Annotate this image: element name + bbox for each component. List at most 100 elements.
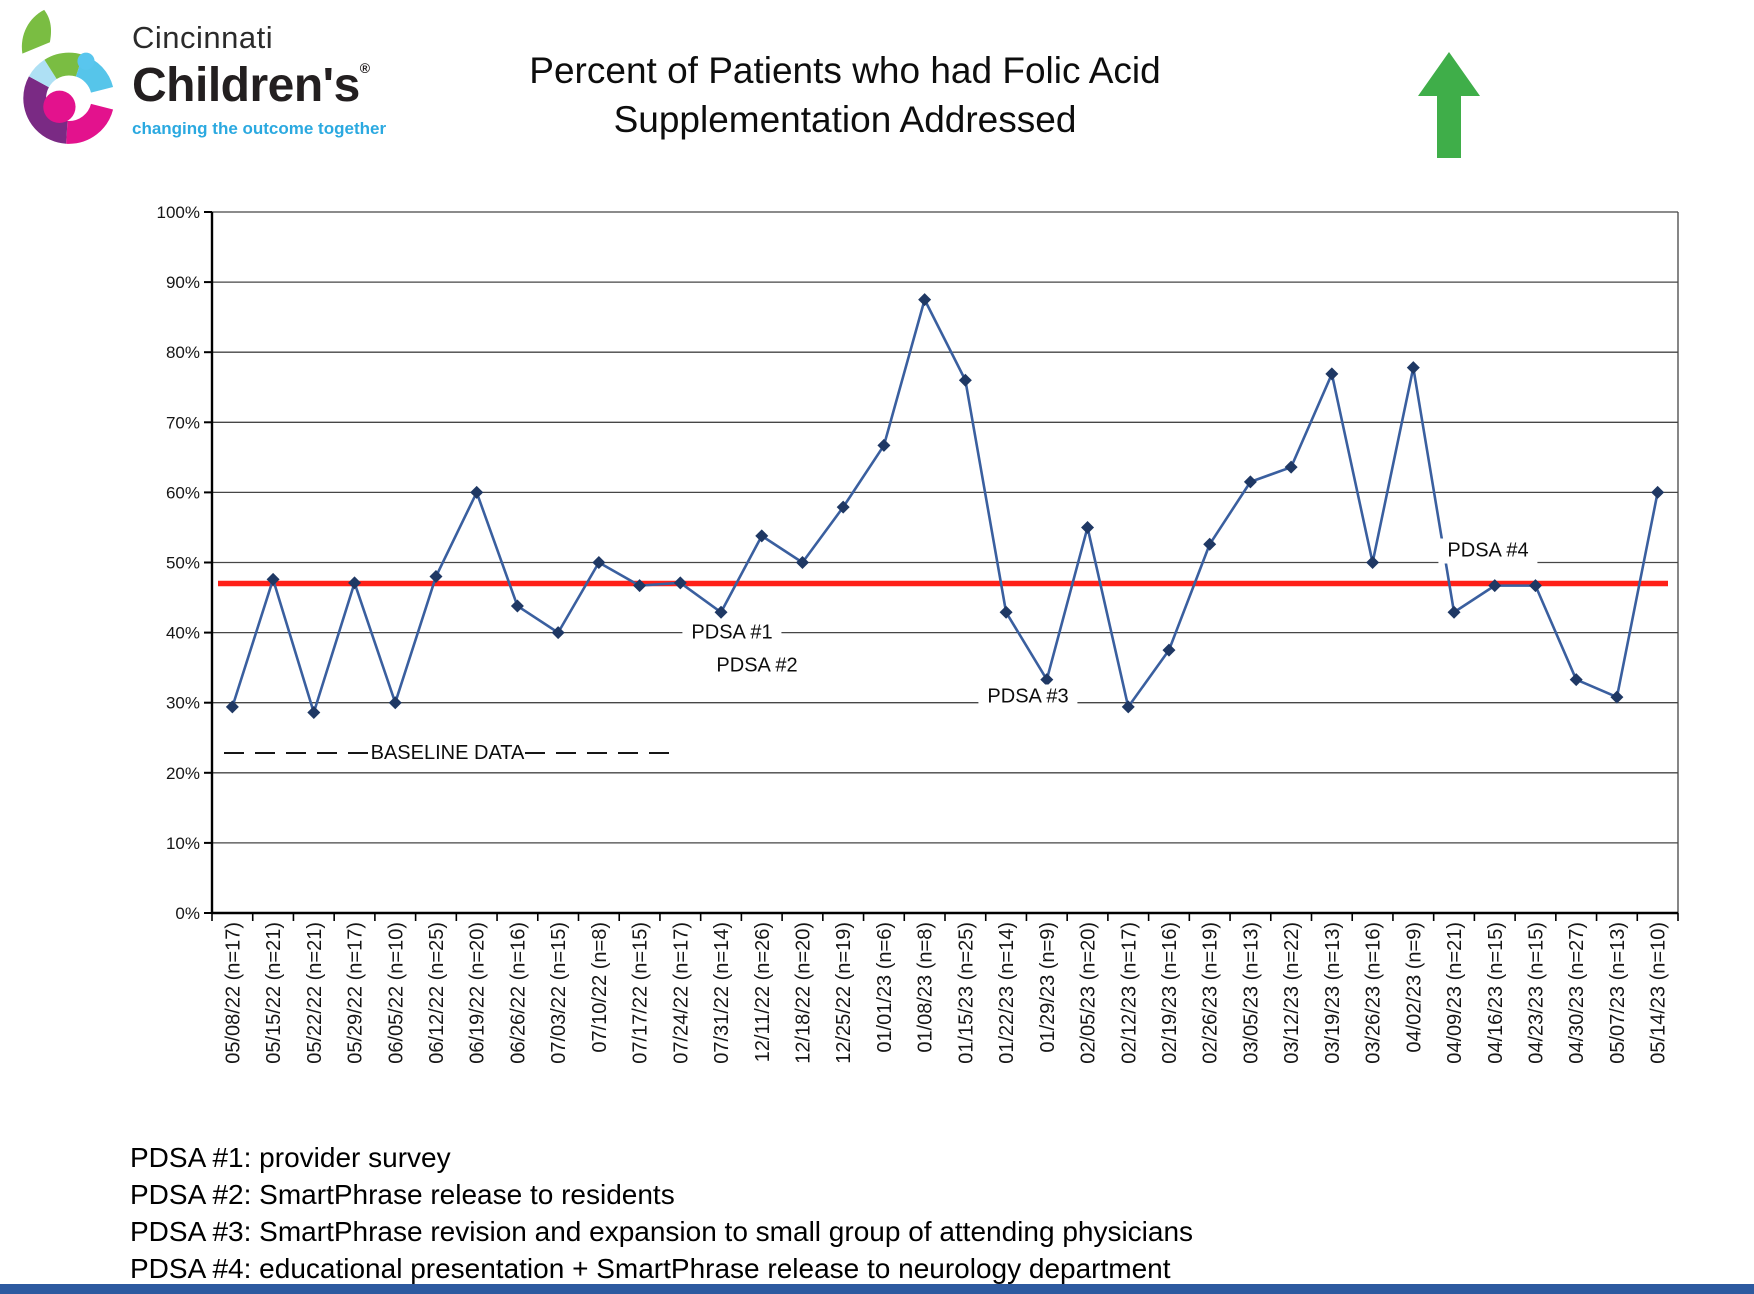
up-arrow-icon — [1418, 52, 1480, 158]
data-point-marker — [714, 605, 728, 619]
series-line — [231, 298, 1659, 714]
baseline-data-label: BASELINE DATA — [370, 741, 525, 764]
data-point-marker — [1488, 579, 1502, 593]
x-tick-label: 05/29/22 (n=17) — [345, 922, 367, 1064]
x-tick-label: 02/12/23 (n=17) — [1118, 922, 1140, 1064]
footnote-pdsa-3: PDSA #3: SmartPhrase revision and expans… — [130, 1216, 1194, 1247]
x-tick-label: 07/10/22 (n=8) — [589, 922, 611, 1053]
x-tick-label: 07/17/22 (n=15) — [630, 922, 652, 1064]
trend-direction-indicator — [1418, 52, 1480, 163]
x-tick-label: 01/08/23 (n=8) — [915, 922, 937, 1053]
x-tick-label: 03/12/23 (n=22) — [1281, 922, 1303, 1064]
logo-c-mark-icon — [21, 9, 115, 144]
data-point-marker — [1610, 690, 1624, 704]
chart-title: Percent of Patients who had Folic Acid S… — [420, 46, 1270, 144]
x-tick-label: 02/19/23 (n=16) — [1159, 922, 1181, 1064]
x-tick-label: 03/26/23 (n=16) — [1363, 922, 1385, 1064]
y-tick-label: 100% — [157, 203, 200, 222]
data-point-marker — [1121, 700, 1135, 714]
x-tick-label: 07/31/22 (n=14) — [711, 922, 733, 1064]
footnote-pdsa-1: PDSA #1: provider survey — [130, 1142, 451, 1173]
y-tick-label: 90% — [166, 273, 200, 292]
data-point-marker — [1366, 556, 1380, 569]
x-tick-label: 05/22/22 (n=21) — [304, 922, 326, 1064]
data-point-marker — [1325, 367, 1339, 381]
y-tick-label: 50% — [166, 554, 200, 573]
data-point-marker — [1162, 643, 1176, 657]
x-tick-label: 06/05/22 (n=10) — [385, 922, 407, 1064]
data-point-marker — [470, 485, 484, 499]
x-tick-label: 06/12/22 (n=25) — [426, 922, 448, 1064]
x-tick-label: 03/05/23 (n=13) — [1240, 922, 1262, 1064]
data-point-marker — [1243, 475, 1257, 489]
baseline-data-annotation: BASELINE DATA — [224, 742, 671, 764]
annotation-pdsa-3: PDSA #3 — [978, 684, 1078, 710]
x-tick-label: 05/14/23 (n=10) — [1648, 922, 1670, 1064]
y-tick-label: 60% — [166, 483, 200, 502]
annotation-pdsa-2: PDSA #2 — [707, 653, 807, 679]
y-tick-label: 20% — [166, 764, 200, 783]
y-tick-label: 10% — [166, 834, 200, 853]
data-point-marker — [1284, 460, 1298, 474]
x-tick-label: 04/02/23 (n=9) — [1403, 922, 1425, 1053]
data-point-marker — [225, 700, 239, 714]
chart-title-line2: Supplementation Addressed — [613, 99, 1077, 140]
x-tick-label: 04/09/23 (n=21) — [1444, 922, 1466, 1064]
y-tick-label: 40% — [166, 624, 200, 643]
x-tick-label: 01/22/23 (n=14) — [996, 922, 1018, 1064]
baseline-dash-right — [525, 752, 671, 754]
annotation-pdsa-4: PDSA #4 — [1438, 538, 1538, 564]
y-tick-label: 30% — [166, 694, 200, 713]
data-point-marker — [795, 556, 809, 569]
x-tick-label: 12/11/22 (n=26) — [752, 922, 774, 1062]
x-tick-label: 06/19/22 (n=20) — [467, 922, 489, 1064]
x-tick-label: 02/26/23 (n=19) — [1200, 922, 1222, 1064]
cincinnati-childrens-logo: Cincinnati Children's® changing the outc… — [10, 6, 390, 168]
data-point-marker — [1203, 537, 1217, 551]
footnote-pdsa-2: PDSA #2: SmartPhrase release to resident… — [130, 1179, 675, 1210]
x-tick-label: 04/23/23 (n=15) — [1525, 922, 1547, 1064]
x-tick-label: 01/01/23 (n=6) — [874, 922, 896, 1053]
x-tick-label: 02/05/23 (n=20) — [1078, 922, 1100, 1064]
x-tick-label: 12/25/22 (n=19) — [833, 922, 855, 1064]
data-point-marker — [673, 576, 687, 590]
footer-accent-bar — [0, 1284, 1754, 1294]
data-point-marker — [999, 605, 1013, 619]
annotation-pdsa-1: PDSA #1 — [682, 620, 782, 646]
logo-text-childrens: Children's® — [132, 59, 370, 112]
data-point-marker — [307, 706, 321, 720]
logo-text-cincinnati: Cincinnati — [132, 20, 274, 55]
data-point-marker — [633, 579, 647, 593]
data-point-marker — [1528, 579, 1542, 593]
data-point-marker — [388, 696, 402, 710]
data-point-marker — [836, 500, 850, 514]
x-tick-label: 07/03/22 (n=15) — [548, 922, 570, 1064]
y-tick-label: 80% — [166, 343, 200, 362]
x-tick-label: 12/18/22 (n=20) — [792, 922, 814, 1064]
x-tick-label: 07/24/22 (n=17) — [670, 922, 692, 1064]
x-tick-label: 01/15/23 (n=25) — [955, 922, 977, 1064]
data-point-marker — [1406, 361, 1420, 375]
x-tick-label: 05/07/23 (n=13) — [1607, 922, 1629, 1064]
x-tick-label: 04/16/23 (n=15) — [1485, 922, 1507, 1064]
data-point-marker — [510, 599, 524, 613]
y-tick-label: 0% — [175, 904, 200, 923]
x-tick-label: 05/08/22 (n=17) — [222, 922, 244, 1064]
data-point-marker — [348, 576, 362, 590]
x-tick-label: 06/26/22 (n=16) — [507, 922, 529, 1064]
x-tick-label: 04/30/23 (n=27) — [1566, 922, 1588, 1064]
data-point-marker — [1569, 673, 1583, 687]
data-point-marker — [958, 373, 972, 387]
chart-title-line1: Percent of Patients who had Folic Acid — [529, 50, 1161, 91]
data-point-marker — [266, 572, 280, 586]
logo-tagline: changing the outcome together — [132, 119, 387, 138]
x-tick-label: 05/15/22 (n=21) — [263, 922, 285, 1064]
data-point-marker — [1040, 673, 1054, 687]
data-point-marker — [1081, 520, 1095, 534]
data-point-marker — [429, 570, 443, 584]
x-tick-label: 03/19/23 (n=13) — [1322, 922, 1344, 1064]
data-point-marker — [592, 556, 606, 569]
data-point-marker — [918, 293, 932, 307]
